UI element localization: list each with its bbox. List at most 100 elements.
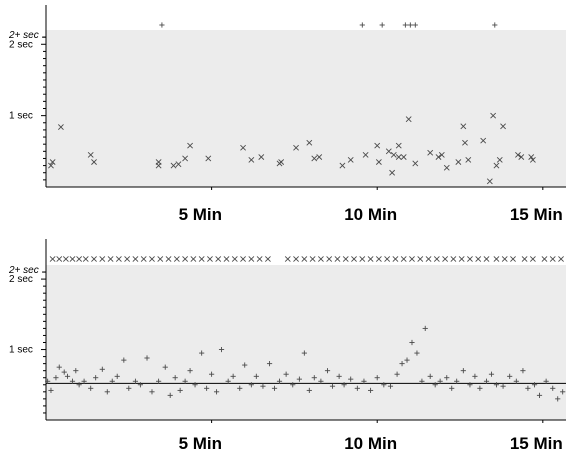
mark-stroke bbox=[427, 149, 434, 156]
data-point-plus bbox=[387, 383, 394, 389]
mark-stroke bbox=[317, 256, 324, 262]
data-point-plus bbox=[137, 382, 143, 388]
data-point-x bbox=[205, 155, 212, 162]
mark-stroke bbox=[170, 162, 177, 169]
mark-stroke bbox=[175, 161, 182, 168]
data-point-plus bbox=[187, 368, 193, 374]
mark-stroke bbox=[76, 256, 83, 262]
data-point-plus bbox=[53, 375, 59, 381]
y-tick-label: 2 sec bbox=[9, 274, 33, 285]
data-point-x bbox=[486, 178, 493, 185]
data-point-plus bbox=[560, 389, 566, 395]
data-point-plus bbox=[290, 382, 296, 388]
overflow-point-x bbox=[467, 256, 473, 262]
data-point-x bbox=[170, 162, 177, 169]
data-point-plus bbox=[61, 369, 67, 375]
data-point-plus bbox=[218, 346, 225, 353]
data-point-plus bbox=[99, 366, 105, 372]
overflow-point-x bbox=[529, 256, 536, 262]
data-point-plus bbox=[419, 378, 425, 384]
data-point-plus bbox=[242, 362, 248, 368]
overflow-point-x bbox=[425, 256, 432, 262]
data-point-plus bbox=[93, 375, 99, 381]
overflow-point-x bbox=[248, 256, 255, 262]
data-point-x bbox=[460, 123, 467, 130]
mark-stroke bbox=[69, 256, 76, 262]
mark-stroke bbox=[351, 256, 357, 262]
mark-stroke bbox=[49, 159, 56, 165]
mark-stroke bbox=[165, 256, 172, 262]
data-point-plus bbox=[213, 389, 220, 395]
mark-stroke bbox=[375, 256, 382, 262]
overflow-point-plus bbox=[159, 22, 165, 28]
overflow-point-x bbox=[501, 256, 508, 262]
mark-stroke bbox=[82, 256, 89, 262]
data-point-plus bbox=[301, 350, 307, 356]
data-point-plus bbox=[472, 373, 478, 379]
mark-stroke bbox=[400, 154, 407, 160]
data-point-plus bbox=[483, 378, 490, 384]
overflow-point-x bbox=[62, 256, 69, 262]
data-point-x bbox=[87, 151, 94, 158]
overflow-point-x bbox=[342, 256, 349, 262]
mark-stroke bbox=[500, 123, 506, 130]
mark-stroke bbox=[480, 137, 487, 144]
mark-stroke bbox=[215, 256, 222, 262]
mark-stroke bbox=[400, 256, 407, 262]
data-point-plus bbox=[467, 382, 473, 388]
overflow-point-x bbox=[149, 256, 155, 262]
overflow-point-x bbox=[165, 256, 172, 262]
mark-stroke bbox=[347, 156, 354, 163]
data-point-plus bbox=[399, 361, 405, 367]
x-tick-label: 5 Min bbox=[179, 434, 222, 453]
overflow-point-x bbox=[351, 256, 357, 262]
overflow-point-x bbox=[264, 256, 271, 262]
mark-stroke bbox=[558, 256, 564, 262]
mark-stroke bbox=[450, 256, 457, 262]
data-point-plus bbox=[493, 382, 500, 388]
overflow-point-x bbox=[558, 256, 564, 262]
mark-stroke bbox=[91, 159, 97, 165]
overflow-point-x bbox=[157, 256, 164, 262]
overflow-point-x bbox=[359, 256, 366, 262]
data-point-plus bbox=[132, 378, 139, 384]
mark-stroke bbox=[490, 112, 497, 119]
mark-stroke bbox=[425, 256, 432, 262]
mark-stroke bbox=[326, 256, 333, 262]
mark-stroke bbox=[521, 256, 528, 262]
data-point-x bbox=[490, 112, 497, 119]
mark-stroke bbox=[91, 256, 97, 262]
overflow-point-plus bbox=[402, 22, 408, 28]
data-point-plus bbox=[104, 389, 110, 395]
mark-stroke bbox=[49, 256, 56, 262]
mark-stroke bbox=[256, 256, 263, 262]
overflow-point-x bbox=[198, 256, 205, 262]
data-point-plus bbox=[488, 371, 495, 377]
data-point-plus bbox=[318, 378, 324, 384]
data-point-x bbox=[500, 123, 506, 130]
data-point-plus bbox=[348, 376, 354, 382]
x-tick-label: 15 Min bbox=[510, 434, 563, 453]
overflow-point-x bbox=[326, 256, 333, 262]
mark-stroke bbox=[510, 256, 516, 262]
data-point-plus bbox=[460, 368, 466, 374]
data-point-x bbox=[48, 162, 54, 169]
data-point-plus bbox=[156, 378, 162, 384]
data-point-x bbox=[182, 155, 189, 162]
x-tick-label: 15 Min bbox=[510, 205, 563, 224]
data-point-plus bbox=[48, 387, 54, 394]
mark-stroke bbox=[359, 256, 366, 262]
mark-stroke bbox=[433, 256, 440, 262]
data-point-plus bbox=[253, 373, 259, 379]
overflow-point-x bbox=[231, 256, 238, 262]
data-point-plus bbox=[422, 325, 428, 332]
mark-stroke bbox=[182, 155, 189, 162]
mark-stroke bbox=[301, 256, 308, 262]
data-point-x bbox=[175, 161, 182, 168]
data-point-x bbox=[374, 142, 381, 149]
data-point-plus bbox=[381, 382, 387, 388]
overflow-point-x bbox=[384, 256, 391, 262]
mark-stroke bbox=[442, 256, 449, 262]
data-point-x bbox=[187, 142, 193, 149]
data-point-plus bbox=[404, 357, 410, 363]
